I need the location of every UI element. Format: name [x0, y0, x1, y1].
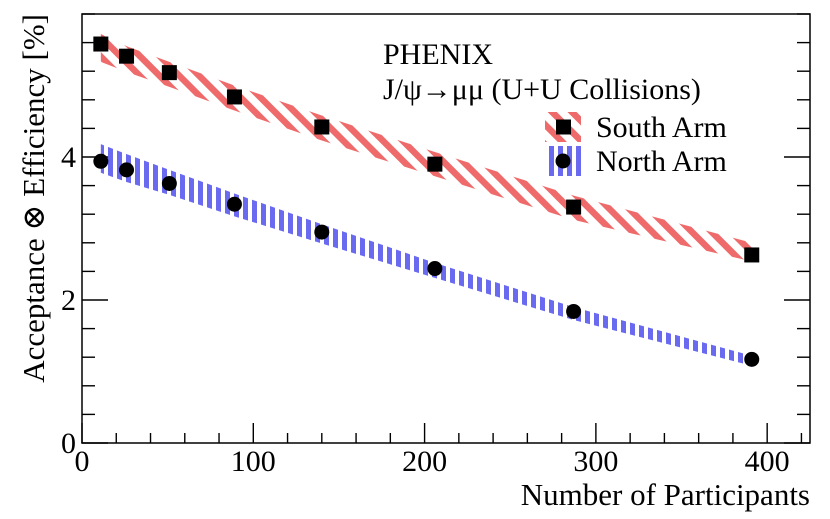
- south-arm-point: [161, 65, 177, 81]
- north-arm-point: [93, 153, 109, 169]
- process-label: J/ψ→μμ (U+U Collisions): [383, 73, 701, 106]
- north-arm-point: [226, 196, 242, 212]
- x-axis-title: Number of Participants: [521, 477, 810, 512]
- plot-frame: [81, 13, 811, 444]
- north-arm-point: [161, 175, 177, 191]
- x-tick-label: 200: [402, 445, 447, 478]
- south-arm-point: [427, 156, 443, 172]
- north-arm-point: [566, 303, 582, 319]
- south-arm-point: [119, 48, 135, 64]
- x-tick-label: 100: [231, 445, 276, 478]
- y-tick-label: 0: [61, 427, 76, 460]
- y-axis-title: Acceptance ⊗ Efficiency [%]: [16, 14, 51, 383]
- experiment-label: PHENIX: [383, 38, 493, 71]
- axis-tick-labels: 0 100 200 300 400 0 2 4: [61, 141, 790, 478]
- x-tick-label: 0: [75, 445, 90, 478]
- north-arm-point: [427, 261, 443, 277]
- y-tick-label: 4: [61, 141, 76, 174]
- south-arm-point: [314, 119, 330, 135]
- north-arm-point: [744, 351, 760, 367]
- legend-label: South Arm: [596, 111, 727, 144]
- south-arm-point: [226, 89, 242, 105]
- south-arm-point: [744, 247, 760, 263]
- north-arm-point: [314, 224, 330, 240]
- legend-marker-square: [556, 119, 571, 135]
- north-arm-band: [100, 144, 752, 366]
- y-tick-label: 2: [61, 284, 76, 317]
- south-arm-point: [93, 36, 109, 52]
- uncertainty-bands: [100, 34, 752, 366]
- axis-ticks: [81, 13, 810, 444]
- south-arm-point: [566, 199, 582, 215]
- south-arm-band: [100, 34, 752, 262]
- data-points: [93, 36, 760, 367]
- x-tick-label: 300: [573, 445, 618, 478]
- legend: PHENIX J/ψ→μμ (U+U Collisions) South Arm…: [383, 38, 727, 178]
- legend-label: North Arm: [596, 145, 727, 178]
- legend-marker-circle: [555, 153, 571, 169]
- north-arm-point: [119, 162, 135, 178]
- x-tick-label: 400: [745, 445, 790, 478]
